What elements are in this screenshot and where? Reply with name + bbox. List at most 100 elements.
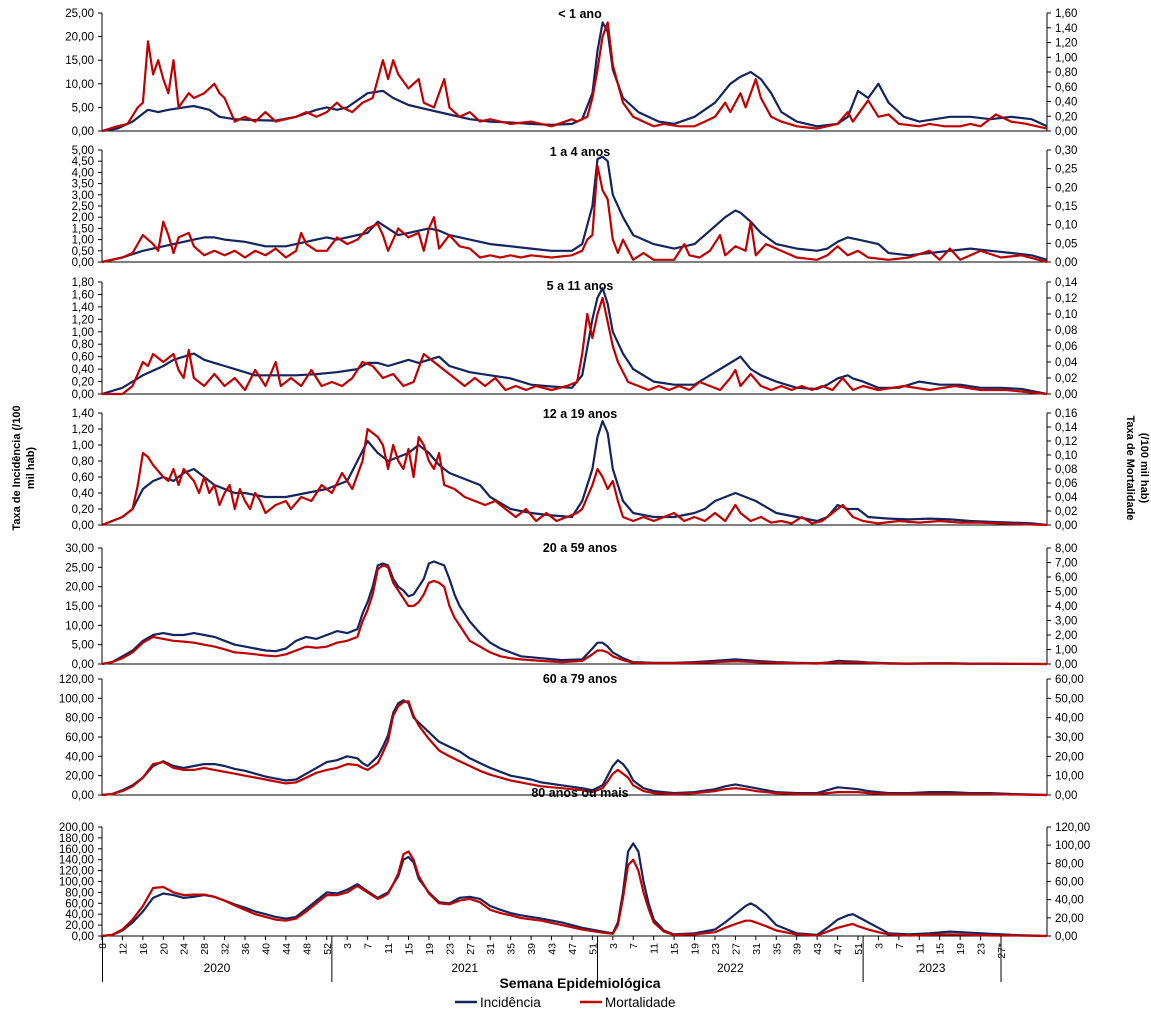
x-tick-label: 12 <box>117 943 129 955</box>
left-tick-label: 10,00 <box>65 79 94 91</box>
left-tick-label: 0,00 <box>72 126 94 138</box>
left-tick-label: 3,50 <box>72 179 94 191</box>
right-tick-label: 0,04 <box>1055 492 1078 504</box>
left-tick-label: 40,00 <box>65 909 94 921</box>
right-tick-label: 0,00 <box>1055 659 1077 671</box>
right-tick-label: 8,00 <box>1055 543 1077 555</box>
left-tick-label: 0,80 <box>72 339 94 351</box>
left-y-axis-label-line2: mil hab) <box>25 447 37 490</box>
x-tick-label: 27 <box>730 943 742 955</box>
x-tick-label: 47 <box>567 943 579 955</box>
left-tick-label: 1,60 <box>72 289 94 301</box>
left-tick-label: 1,40 <box>72 408 94 420</box>
left-tick-label: 0,40 <box>72 364 94 376</box>
panel-7: 80 anos ou mais0,0020,0040,0060,0080,001… <box>59 786 1090 943</box>
x-tick-label: 15 <box>669 943 681 955</box>
left-tick-label: 40,00 <box>65 751 94 763</box>
x-tick-label: 23 <box>976 943 988 955</box>
x-tick-label: 3 <box>342 943 354 949</box>
series-incidencia-line <box>101 21 1048 133</box>
year-label: 2022 <box>717 961 744 975</box>
right-tick-label: 0,20 <box>1055 182 1077 194</box>
left-tick-label: 0,80 <box>72 456 94 468</box>
right-tick-label: 0,06 <box>1055 341 1077 353</box>
left-tick-label: 5,00 <box>72 145 94 157</box>
right-tick-label: 0,12 <box>1055 436 1077 448</box>
left-tick-label: 25,00 <box>65 562 94 574</box>
left-tick-label: 15,00 <box>65 601 94 613</box>
right-tick-label: 20,00 <box>1055 913 1084 925</box>
panel-3: 5 a 11 anos0,000,200,400,600,801,001,201… <box>72 277 1078 401</box>
left-tick-label: 0,00 <box>72 257 94 269</box>
series-mortalidade-line <box>101 427 1048 527</box>
right-tick-label: 0,00 <box>1055 931 1077 943</box>
right-tick-label: 100,00 <box>1055 840 1090 852</box>
right-y-axis-label-line1: Taxa de Mortalidade <box>1124 416 1136 521</box>
x-tick-label: 48 <box>301 943 313 955</box>
x-tick-label: 19 <box>424 943 436 955</box>
right-tick-label: 0,40 <box>1055 97 1077 109</box>
x-tick-label: 23 <box>444 943 456 955</box>
panel-6: 60 a 79 anos 0,00 20,00 40,00 60,00 80,00 100,… <box>59 672 1084 802</box>
x-tick-label: 16 <box>138 943 150 955</box>
left-tick-label: 1,20 <box>72 424 94 436</box>
series-incidencia-line <box>101 155 1048 264</box>
series-mortalidade-line <box>101 164 1048 264</box>
x-axis: 8121620242832364044485237111519232731353… <box>97 936 1008 982</box>
right-tick-label: 0,12 <box>1055 293 1077 305</box>
right-tick-label: 0,16 <box>1055 408 1077 420</box>
legend-label-incidencia: Incidência <box>480 995 541 1010</box>
series-incidencia-line <box>101 842 1048 938</box>
legend: Incidência Mortalidade <box>455 995 676 1010</box>
left-tick-label: 5,00 <box>72 640 94 652</box>
year-label: 2023 <box>919 961 946 975</box>
x-tick-label: 19 <box>955 943 967 955</box>
right-tick-label: 6,00 <box>1055 572 1077 584</box>
x-tick-label: 32 <box>220 943 232 955</box>
year-label: 2021 <box>451 961 478 975</box>
x-tick-label: 52 <box>322 943 334 955</box>
left-tick-label: 100,00 <box>59 693 94 705</box>
x-tick-label: 40 <box>260 943 272 955</box>
right-tick-label: 0,10 <box>1055 309 1077 321</box>
right-tick-label: 60,00 <box>1055 674 1084 686</box>
panel-title: 60 a 79 anos <box>543 672 617 686</box>
year-label: 2020 <box>204 961 231 975</box>
right-tick-label: 0,08 <box>1055 325 1077 337</box>
x-tick-label: 31 <box>485 943 497 955</box>
right-tick-label: 3,00 <box>1055 616 1077 628</box>
left-tick-label: 1,40 <box>72 302 94 314</box>
right-tick-label: 0,25 <box>1055 164 1077 176</box>
x-tick-label: 39 <box>526 943 538 955</box>
right-tick-label: 0,00 <box>1055 790 1077 802</box>
right-tick-label: 1,20 <box>1055 38 1077 50</box>
series-mortalidade-line <box>101 850 1048 938</box>
right-tick-label: 2,00 <box>1055 630 1077 642</box>
left-tick-label: 0,00 <box>72 389 94 401</box>
left-tick-label: 0,00 <box>72 931 94 943</box>
right-tick-label: 1,00 <box>1055 645 1077 657</box>
left-tick-label: 0,00 <box>72 790 94 802</box>
right-tick-label: 0,08 <box>1055 464 1077 476</box>
right-y-axis-label-line2: (/100 mil hab) <box>1138 433 1150 504</box>
right-tick-label: 0,00 <box>1055 126 1077 138</box>
left-tick-label: 60,00 <box>65 732 94 744</box>
right-tick-label: 30,00 <box>1055 732 1084 744</box>
left-tick-label: 5,00 <box>72 102 94 114</box>
left-tick-label: 120,00 <box>59 674 94 686</box>
series-incidencia-line <box>101 287 1048 396</box>
x-axis-title: Semana Epidemiológica <box>499 975 660 991</box>
right-tick-label: 0,80 <box>1055 67 1077 79</box>
series-incidencia-line <box>101 699 1048 797</box>
left-tick-label: 4,00 <box>72 167 94 179</box>
right-tick-label: 4,00 <box>1055 601 1077 613</box>
x-tick-label: 11 <box>649 943 661 954</box>
left-tick-label: 0,50 <box>72 246 94 258</box>
series-mortalidade-line <box>102 296 1048 396</box>
right-tick-label: 0,00 <box>1055 520 1077 532</box>
left-tick-label: 20,00 <box>65 771 94 783</box>
left-tick-label: 0,20 <box>72 377 94 389</box>
right-tick-label: 80,00 <box>1055 858 1084 870</box>
left-tick-label: 120,00 <box>59 866 94 878</box>
